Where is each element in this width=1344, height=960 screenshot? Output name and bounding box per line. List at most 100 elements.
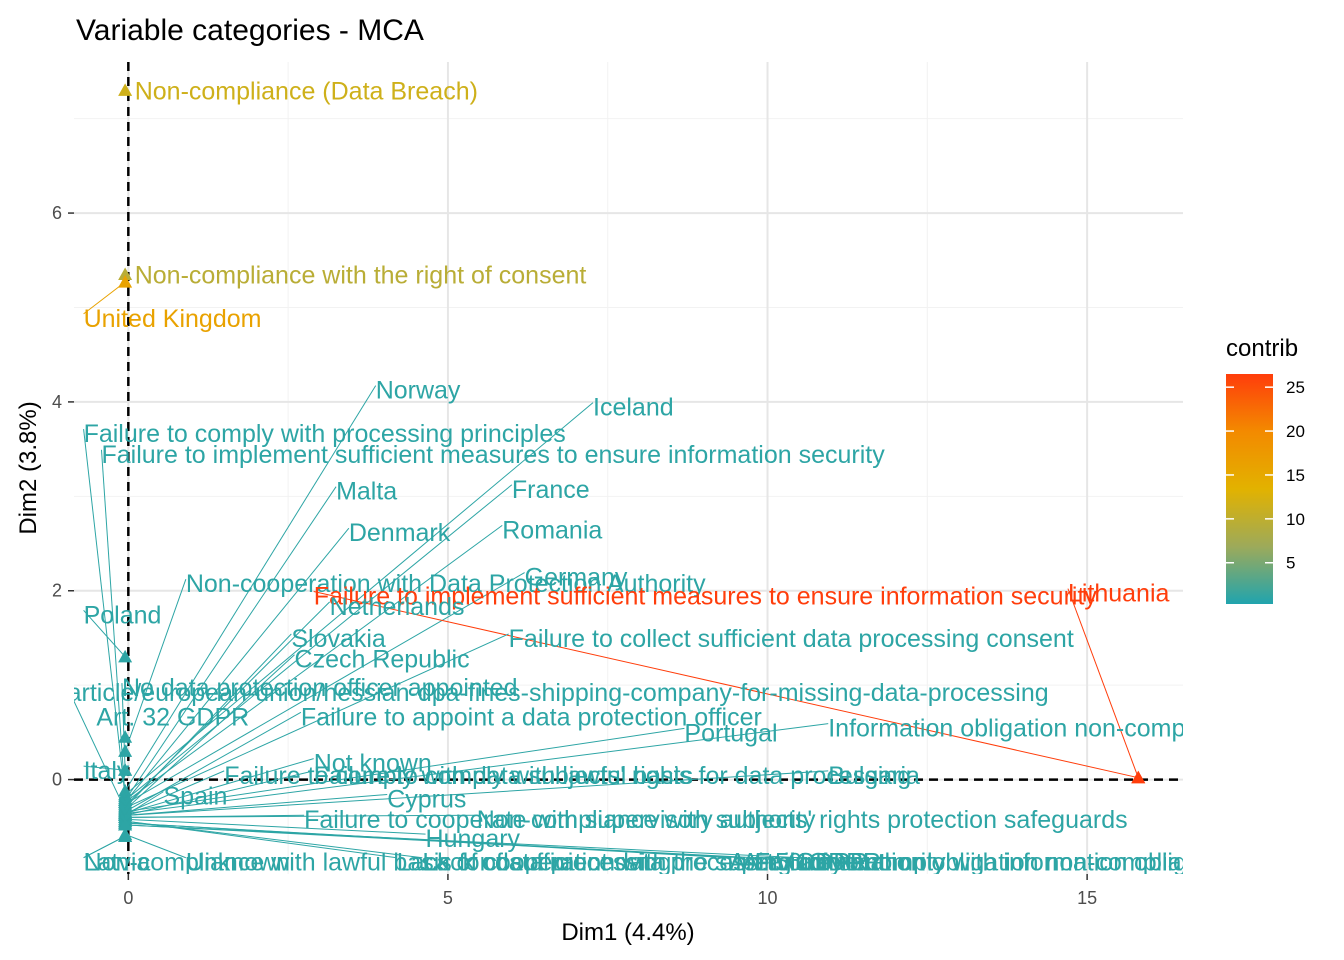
label-segment — [125, 814, 477, 818]
point-label: Czech Republic — [295, 646, 470, 674]
label-segment — [124, 633, 509, 809]
chart-title: Variable categories - MCA — [76, 14, 424, 47]
point-label: Art. 6 GDPR — [742, 849, 881, 877]
y-tick-label: 2 — [52, 581, 62, 601]
plot-panel — [74, 62, 1183, 874]
point-label: United Kingdom — [84, 305, 262, 333]
label-segment — [124, 711, 302, 813]
point-label: Non-compliance (Data Breach) — [135, 77, 478, 105]
contrib-legend: contrib 5 10 15 20 25 — [1226, 335, 1305, 604]
label-segment — [125, 770, 314, 816]
label-segment — [124, 486, 337, 801]
label-segment — [124, 579, 187, 752]
legend-tick-label: 10 — [1286, 510, 1305, 529]
point-label: Not known — [314, 750, 432, 778]
legend-tick-label: 20 — [1286, 422, 1305, 441]
label-segment — [124, 633, 292, 809]
points — [118, 83, 1146, 842]
point-marker — [118, 649, 133, 663]
label-segment — [124, 654, 295, 811]
x-tick-label: 5 — [443, 888, 453, 908]
point-label: Malta — [336, 478, 397, 506]
point-label: Non-cooperation with Data Protection Aut… — [186, 570, 706, 598]
label-segment — [83, 765, 126, 771]
point-marker — [118, 817, 133, 831]
point-label: Denmark — [349, 519, 451, 547]
point-label: Art. 32 GDPR — [96, 703, 249, 731]
point-marker — [118, 267, 133, 281]
data-marks: Non-compliance (Data Breach) Non-complian… — [68, 62, 1250, 877]
point-label: Netherlands — [330, 593, 465, 621]
point-label: Non-compliance with the right of consent — [135, 261, 587, 289]
point-labels: Non-compliance (Data Breach) Non-complian… — [68, 77, 1250, 877]
point-marker — [1131, 770, 1146, 784]
point-label: Romania — [502, 516, 602, 544]
label-segment — [125, 723, 829, 815]
y-tick-label: 4 — [52, 392, 62, 412]
label-segment — [124, 527, 350, 803]
point-label: Non-compliance with subjects' rights pro… — [477, 806, 1128, 834]
label-segment — [124, 770, 225, 815]
point-label: Failure to comply with lawful basis for … — [314, 762, 912, 790]
point-label: Failure to appoint a data protection off… — [301, 703, 762, 731]
label-segment — [74, 700, 126, 811]
label-segment — [1067, 588, 1139, 778]
point-label: Norway — [376, 377, 461, 405]
label-segment — [125, 824, 800, 859]
point-marker — [118, 744, 133, 757]
label-segment — [125, 727, 685, 813]
label-segment — [125, 818, 426, 835]
y-tick-label: 6 — [52, 203, 62, 223]
label-segment — [124, 385, 377, 792]
point-label: Failure to collect sufficient data proce… — [509, 625, 1074, 653]
point-label: Spain — [163, 783, 227, 811]
axes: 0 5 10 15 0 2 4 6 — [52, 203, 1097, 908]
x-tick-label: 10 — [758, 888, 778, 908]
label-segment — [83, 281, 126, 315]
x-tick-label: 0 — [123, 888, 133, 908]
x-tick-label: 15 — [1077, 888, 1097, 908]
point-label: Failure to comply with processing princi… — [84, 420, 566, 448]
point-label: Lithuania — [1068, 580, 1170, 608]
point-label: Portugal — [684, 719, 777, 747]
point-label: Hungary — [426, 825, 521, 853]
label-segments — [74, 281, 1139, 859]
point-label: Bulgaria — [828, 762, 920, 790]
label-segment — [83, 429, 126, 797]
point-label: Latvia — [84, 849, 151, 877]
point-label: Failure to implement sufficient measures… — [314, 582, 1098, 610]
point-label: Failure to cooperate with supervisory au… — [304, 806, 816, 834]
label-segment — [124, 833, 187, 859]
point-label: Unknown — [186, 849, 290, 877]
point-label: Information obligation non-compliance — [799, 849, 1221, 877]
point-marker — [118, 83, 133, 96]
point-label: Italy — [84, 757, 130, 785]
point-marker — [118, 827, 133, 840]
point-label: Slovakia — [291, 625, 386, 653]
label-segment — [124, 524, 503, 803]
point-label: Lack of sufficient data processing conse… — [422, 849, 886, 877]
point-label: Non-compliance with lawful basis for dat… — [84, 849, 672, 877]
point-label: No data protection officer appointed — [122, 674, 518, 702]
x-axis-title: Dim1 (4.4%) — [561, 919, 694, 946]
label-segment — [83, 610, 126, 658]
legend-title: contrib — [1226, 335, 1298, 362]
point-marker — [118, 763, 133, 776]
point-label: France — [512, 476, 590, 504]
point-label: Art. 5 GDPR — [729, 849, 868, 877]
point-label: Failure to comply with data subjects' ri… — [224, 762, 693, 790]
point-label: article/european-union/hessian-dpa-fines… — [68, 679, 1049, 707]
label-segment — [313, 590, 1139, 779]
label-segment — [125, 770, 829, 816]
legend-colorbar — [1226, 374, 1273, 604]
y-tick-label: 0 — [52, 770, 62, 790]
point-label: Failure to implement sufficient measures… — [101, 441, 885, 469]
label-segment — [124, 572, 525, 805]
legend-tick-label: 5 — [1286, 554, 1295, 573]
point-label: Information obligation non-compliance — [828, 715, 1250, 743]
legend-tick-label: 15 — [1286, 466, 1305, 485]
y-axis-title: Dim2 (3.8%) — [15, 401, 42, 534]
point-label: Lack of cooperation with the supervisory… — [397, 849, 946, 877]
point-label: Germany — [525, 564, 628, 592]
